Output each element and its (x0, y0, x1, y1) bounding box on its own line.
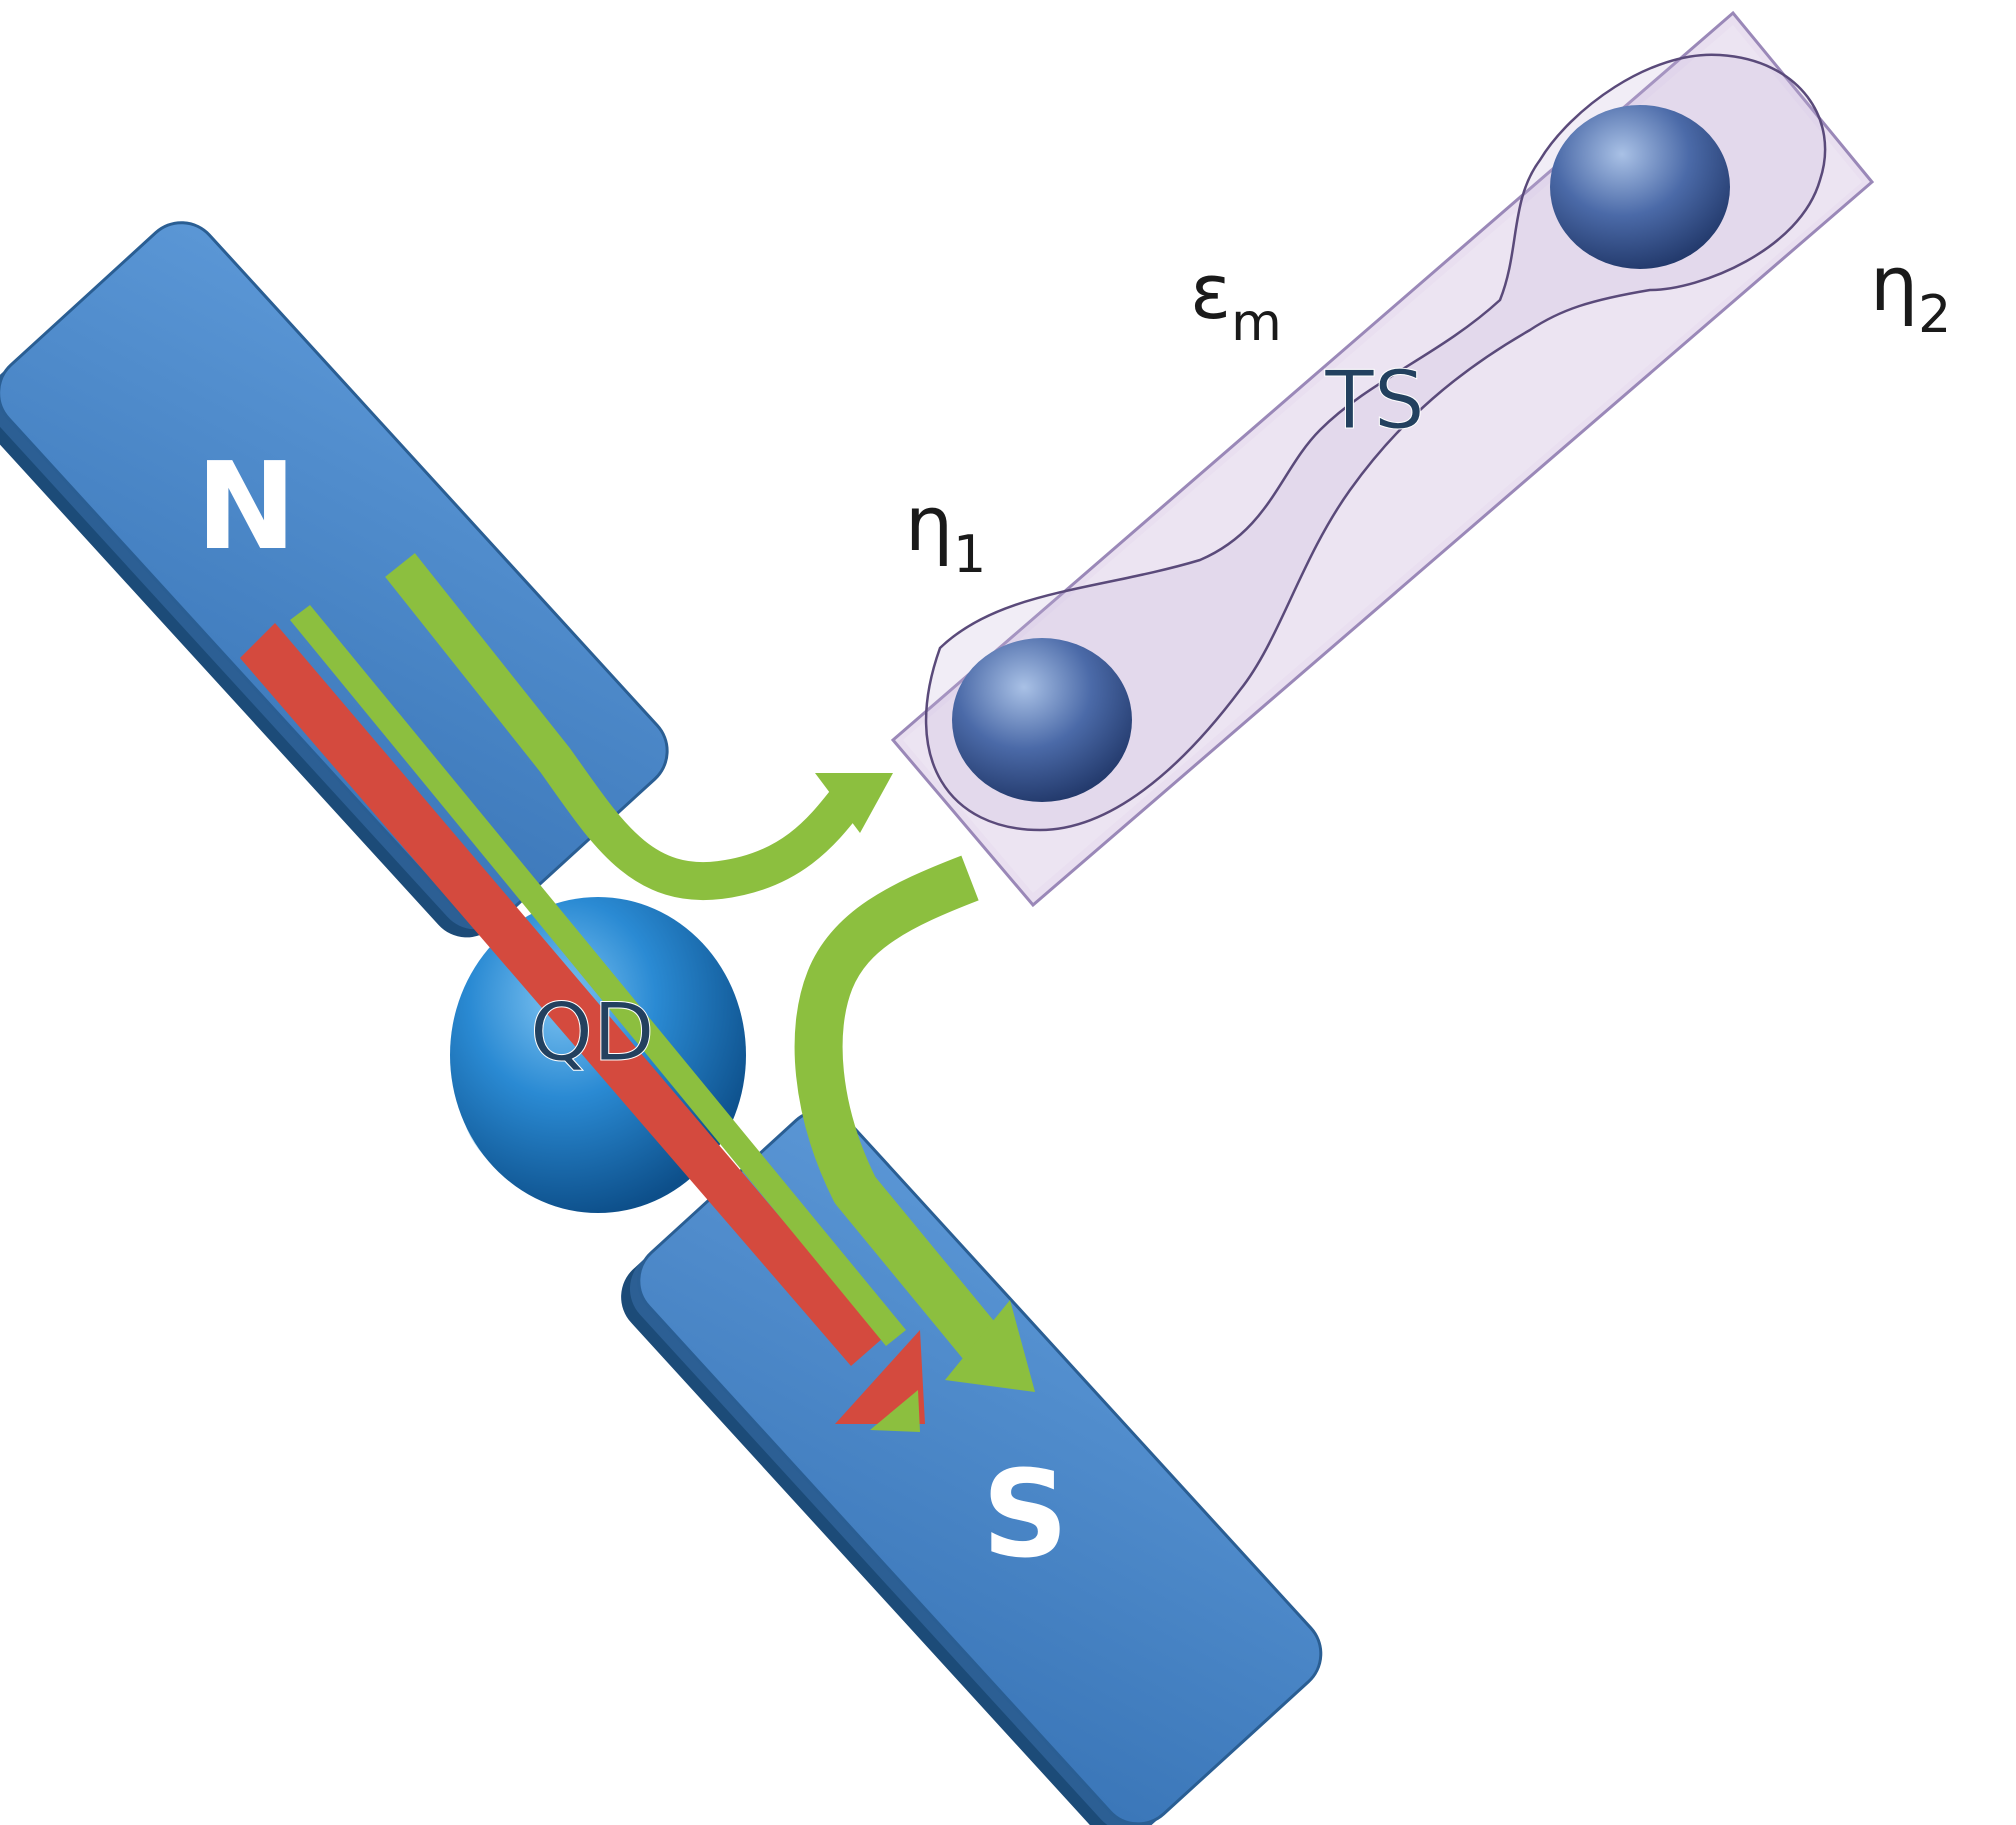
north-magnet (0, 221, 669, 938)
majorana-2-symbol: η (1870, 239, 1918, 328)
majorana-2-subscript: 2 (1918, 285, 1951, 345)
ts-label: TS (1324, 354, 1425, 447)
green-curved-arrow-in (794, 855, 1035, 1392)
coupling-label: εm (1190, 247, 1282, 353)
green-curved-arrow-out (385, 553, 893, 901)
quantum-dot-label: QD (530, 986, 655, 1079)
majorana-1-subscript: 1 (953, 525, 986, 585)
majorana-2-label: η2 (1870, 239, 1951, 345)
green-straight-arrow (290, 605, 920, 1432)
majorana-sphere-2 (1550, 105, 1730, 269)
coupling-subscript: m (1231, 293, 1282, 353)
coupling-symbol: ε (1190, 247, 1231, 336)
majorana-1-symbol: η (905, 479, 953, 568)
majorana-sphere-1 (952, 638, 1132, 802)
red-arrow (240, 623, 925, 1424)
north-label: N (196, 438, 296, 577)
majorana-1-label: η1 (905, 479, 986, 585)
south-label: S (982, 1446, 1068, 1585)
